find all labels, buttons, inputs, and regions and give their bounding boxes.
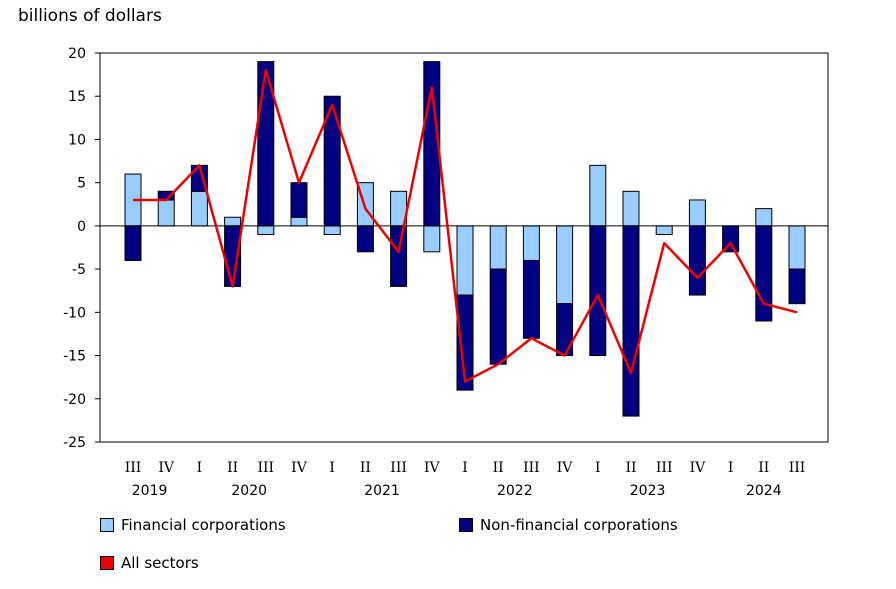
bar-financial — [456, 225, 474, 296]
bar-financial — [556, 225, 574, 305]
x-year-label: 2020 — [231, 483, 267, 499]
bar-financial — [522, 225, 540, 261]
bar-nonfinancial — [489, 268, 507, 365]
plot-frame — [99, 52, 829, 443]
y-tick-label: -15 — [63, 349, 86, 365]
bar-nonfinancial — [755, 225, 773, 322]
x-quarter-label: IV — [690, 460, 707, 476]
x-year-label: 2019 — [132, 483, 168, 499]
bar-financial — [655, 225, 673, 236]
y-tick-label: -20 — [63, 392, 86, 408]
x-quarter-label: IV — [424, 460, 441, 476]
bar-financial — [589, 164, 607, 227]
x-quarter-label: IV — [291, 460, 308, 476]
x-quarter-label: I — [329, 460, 335, 476]
x-quarter-label: IV — [557, 460, 574, 476]
bar-nonfinancial — [589, 225, 607, 357]
bar-nonfinancial — [622, 225, 640, 417]
legend-item-nonfinancial: Non-financial corporations — [459, 516, 678, 534]
x-quarter-label: II — [493, 460, 504, 476]
legend-label-all-sectors: All sectors — [121, 554, 199, 572]
legend-item-financial: Financial corporations — [100, 516, 286, 534]
x-quarter-label: III — [125, 460, 142, 476]
y-tick-label: 15 — [68, 89, 86, 105]
bar-financial — [290, 216, 308, 227]
x-quarter-label: I — [728, 460, 734, 476]
y-tick-label: 10 — [68, 132, 86, 148]
x-quarter-label: II — [360, 460, 371, 476]
x-quarter-label: III — [390, 460, 407, 476]
legend-swatch-financial — [100, 518, 114, 532]
y-axis-title: billions of dollars — [18, 6, 162, 26]
y-tick-label: 5 — [77, 176, 86, 192]
bar-financial — [755, 208, 773, 227]
bar-financial — [688, 199, 706, 227]
x-quarter-label: I — [462, 460, 468, 476]
x-year-label: 2023 — [630, 483, 666, 499]
bar-nonfinancial — [788, 268, 806, 305]
bar-financial — [224, 216, 242, 227]
bar-nonfinancial — [124, 225, 142, 261]
x-quarter-label: III — [523, 460, 540, 476]
y-tick-label: -10 — [63, 305, 86, 321]
bar-financial — [257, 225, 275, 236]
x-quarter-label: I — [197, 460, 203, 476]
y-tick-label: 20 — [68, 46, 86, 62]
legend-swatch-all-sectors — [100, 556, 114, 570]
x-quarter-label: II — [227, 460, 238, 476]
x-quarter-label: II — [625, 460, 636, 476]
x-quarter-label: I — [595, 460, 601, 476]
x-year-label: 2024 — [746, 483, 782, 499]
x-year-label: 2021 — [364, 483, 400, 499]
y-tick-label: -5 — [72, 262, 86, 278]
legend-swatch-nonfinancial — [459, 518, 473, 532]
bar-financial — [423, 225, 441, 253]
bar-financial — [190, 190, 208, 227]
x-quarter-label: II — [758, 460, 769, 476]
x-quarter-label: III — [656, 460, 673, 476]
line-all-sectors — [133, 69, 798, 383]
bar-nonfinancial — [390, 225, 408, 287]
bar-financial — [489, 225, 507, 270]
bar-financial — [323, 225, 341, 236]
x-quarter-label: IV — [158, 460, 175, 476]
x-quarter-label: III — [789, 460, 806, 476]
bar-financial — [157, 199, 175, 227]
x-year-label: 2022 — [497, 483, 533, 499]
x-quarter-label: III — [258, 460, 275, 476]
bar-financial — [622, 190, 640, 227]
y-tick-label: 0 — [77, 219, 86, 235]
bar-nonfinancial — [290, 182, 308, 218]
bar-nonfinancial — [688, 225, 706, 296]
bar-nonfinancial — [456, 294, 474, 391]
bar-financial — [788, 225, 806, 270]
legend-label-financial: Financial corporations — [121, 516, 286, 534]
legend-label-nonfinancial: Non-financial corporations — [480, 516, 678, 534]
bar-nonfinancial — [522, 259, 540, 339]
bar-nonfinancial — [356, 225, 374, 253]
legend-item-all-sectors: All sectors — [100, 554, 199, 572]
y-tick-label: -25 — [63, 435, 86, 451]
